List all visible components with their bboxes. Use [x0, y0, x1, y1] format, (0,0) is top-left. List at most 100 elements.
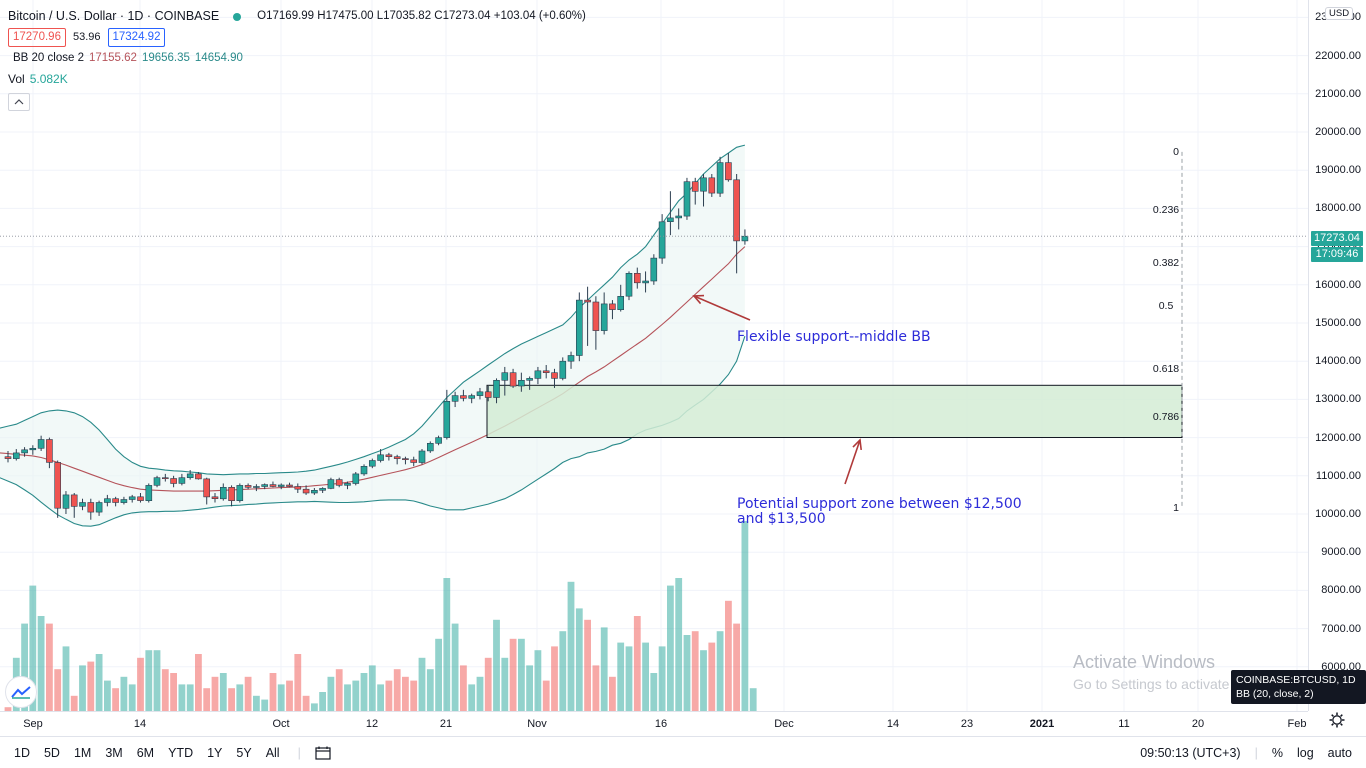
percent-scale-button[interactable]: % — [1271, 746, 1283, 760]
ask-button[interactable]: 17324.92 — [107, 28, 166, 47]
tradingview-logo-icon[interactable] — [5, 676, 37, 708]
calendar-range-icon[interactable] — [315, 746, 331, 760]
candle-body — [468, 395, 476, 399]
candle-body — [95, 502, 103, 513]
time-tick: 12 — [365, 718, 379, 730]
volume-bar — [385, 680, 393, 711]
legend-volume-row[interactable]: Vol 5.082K — [8, 69, 586, 90]
candle-body — [153, 477, 161, 486]
time-tick: Dec — [774, 718, 794, 730]
volume-bar — [741, 521, 749, 711]
timeframe-button[interactable]: 3M — [105, 746, 123, 760]
candle-body — [675, 215, 683, 219]
volume-bar — [675, 578, 683, 711]
annotation-zone-line1[interactable]: Potential support zone between $12,500 — [737, 496, 1022, 512]
timeframe-button[interactable]: 1M — [73, 746, 92, 760]
bb-indicator-label[interactable]: BB 20 close 2 — [13, 52, 84, 64]
fib-level-0-236: 0.236 — [1152, 204, 1180, 217]
bottom-toolbar: 1D 5D 1M 3M 6M YTD 1Y 5Y All | 09:50:13 (UTC+3) … — [0, 736, 1366, 768]
volume-bar — [584, 619, 591, 711]
volume-bar — [344, 684, 351, 711]
candle-body — [393, 456, 401, 459]
candle-body — [104, 498, 111, 503]
volume-bar — [633, 616, 641, 711]
support-zone-rect — [486, 384, 1183, 438]
chart-legend: Bitcoin / U.S. Dollar · 1D · COINBASE O1… — [8, 6, 586, 111]
arrow-to-support-zone-head — [852, 438, 863, 451]
volume-indicator-label[interactable]: Vol — [8, 72, 25, 86]
volume-bar — [468, 684, 476, 711]
price-tick: 13000.00 — [1315, 393, 1361, 406]
candle-body — [567, 355, 575, 362]
fib-level-0-618: 0.618 — [1152, 362, 1180, 375]
candle-body — [443, 400, 451, 438]
candle-body — [385, 454, 393, 457]
price-tick: 16000.00 — [1315, 278, 1361, 291]
candle-body — [410, 459, 418, 463]
volume-bar — [518, 638, 525, 711]
candle-body — [21, 449, 28, 454]
candle-body — [683, 181, 691, 217]
chart-area[interactable]: Bitcoin / U.S. Dollar · 1D · COINBASE O1… — [0, 0, 1308, 711]
volume-bar — [178, 684, 186, 711]
log-scale-button[interactable]: log — [1296, 746, 1314, 760]
volume-bar — [600, 627, 608, 711]
candle-body — [294, 486, 302, 490]
annotation-middle-bb[interactable]: Flexible support--middle BB — [737, 329, 931, 345]
support-zone[interactable] — [486, 384, 1183, 438]
timeframe-button[interactable]: All — [265, 746, 280, 760]
volume-bar — [642, 642, 649, 711]
candle-body — [178, 477, 186, 484]
legend-symbol-row[interactable]: Bitcoin / U.S. Dollar · 1D · COINBASE O1… — [8, 6, 586, 27]
volume-bar — [294, 654, 302, 711]
volume-bar — [716, 631, 724, 711]
volume-bar — [137, 657, 144, 711]
price-tick: 11000.00 — [1315, 469, 1361, 482]
timeframe-button[interactable]: 1D — [14, 746, 30, 760]
symbol-title[interactable]: Bitcoin / U.S. Dollar · 1D · COINBASE — [8, 9, 220, 23]
volume-bar — [195, 654, 202, 711]
toolbar-divider: | — [297, 746, 301, 760]
volume-bar — [228, 688, 235, 711]
gear-icon[interactable] — [1329, 712, 1345, 732]
annotation-zone-line2[interactable]: and $13,500 — [737, 511, 826, 527]
bid-button[interactable]: 17270.96 — [8, 28, 66, 47]
volume-bar — [451, 623, 459, 711]
volume-bar — [501, 657, 509, 711]
auto-scale-button[interactable]: auto — [1327, 746, 1352, 760]
volume-bar — [186, 684, 194, 711]
chevron-up-icon[interactable] — [8, 93, 30, 111]
volume-bar — [509, 638, 517, 711]
timeframe-button[interactable]: YTD — [168, 746, 194, 760]
candle-body — [426, 442, 434, 452]
price-axis[interactable]: 23000.0022000.0021000.0020000.0019000.00… — [1308, 0, 1366, 711]
timeframe-button[interactable]: 6M — [136, 746, 155, 760]
candle-body — [402, 458, 409, 461]
time-tick: Sep — [23, 718, 43, 730]
volume-bar — [725, 600, 732, 711]
volume-bar — [261, 699, 269, 711]
price-chart[interactable] — [0, 0, 1308, 711]
volume-bar — [54, 669, 62, 711]
candle-body — [476, 391, 484, 396]
candle-body — [501, 372, 509, 381]
volume-bar — [749, 688, 757, 711]
volume-bar — [733, 623, 740, 711]
volume-bar — [534, 650, 542, 711]
time-axis[interactable]: Sep 14 Oct 12 21 Nov 16 Dec 14 23 2021 11 20 Feb — [0, 711, 1308, 737]
volume-bar — [161, 669, 169, 711]
currency-badge[interactable]: USD — [1325, 7, 1354, 20]
timeframe-button[interactable]: 5Y — [236, 746, 252, 760]
volume-bar — [311, 703, 318, 711]
price-tick: 14000.00 — [1315, 355, 1361, 368]
clock-timezone[interactable]: 09:50:13 (UTC+3) — [1140, 746, 1241, 760]
toolbar-divider-right: | — [1254, 746, 1258, 760]
legend-bb-row[interactable]: BB 20 close 2 17155.62 19656.35 14654.90 — [8, 48, 586, 69]
timeframe-button[interactable]: 1Y — [207, 746, 223, 760]
candle-body — [609, 303, 616, 310]
timeframe-button[interactable]: 5D — [43, 746, 60, 760]
candle-body — [368, 460, 376, 467]
price-tick: 21000.00 — [1315, 87, 1361, 100]
candle-body — [534, 370, 542, 379]
candle-body — [352, 473, 360, 484]
